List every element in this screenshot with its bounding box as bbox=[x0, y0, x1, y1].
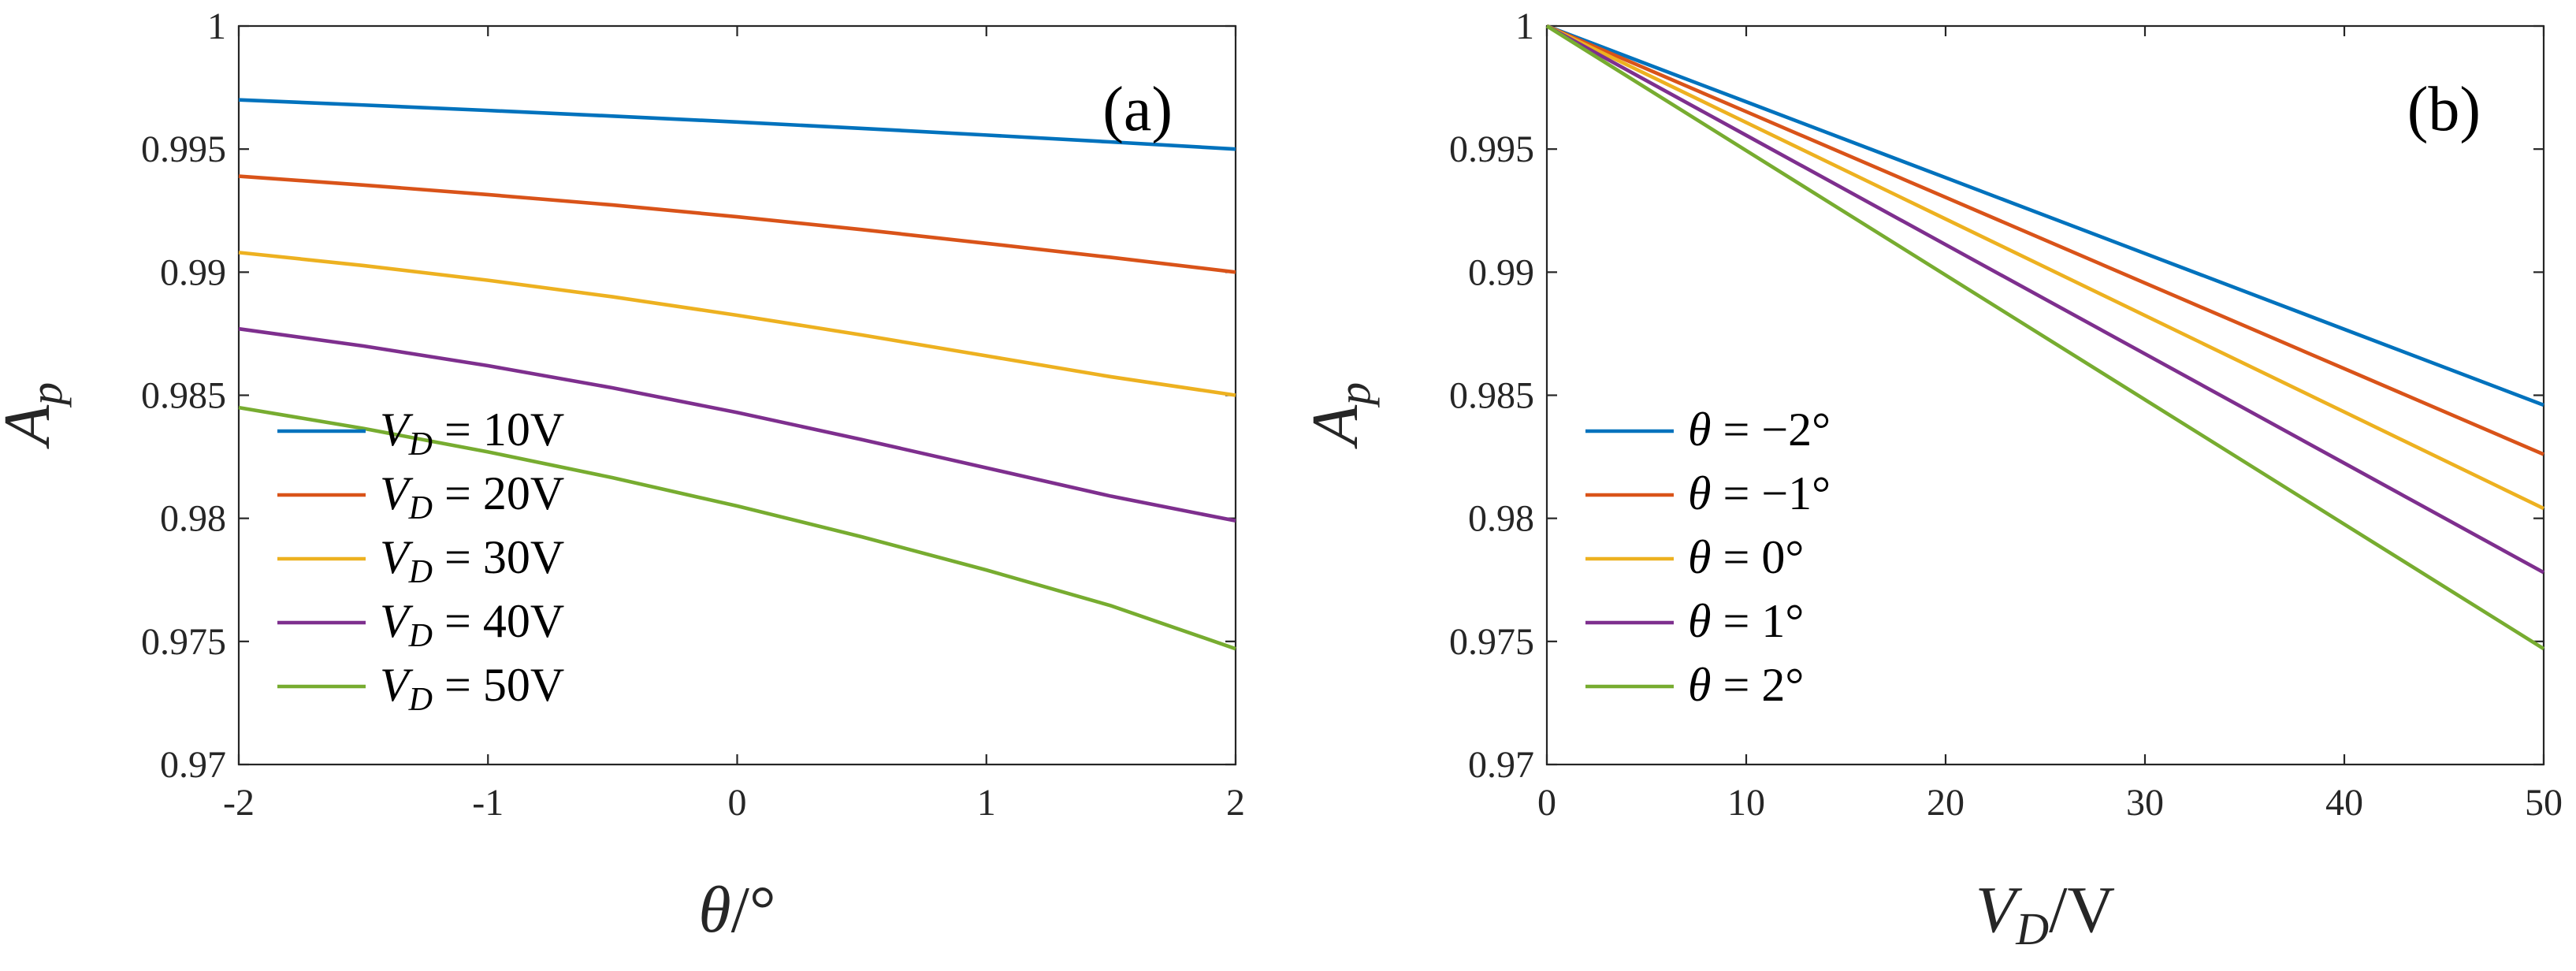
legend-entry-4: VD = 40V bbox=[380, 595, 564, 654]
y-tick-label: 0.98 bbox=[160, 498, 226, 540]
series-line-4 bbox=[1545, 24, 2545, 575]
x-tick-label: 20 bbox=[1927, 782, 1965, 824]
series-line-3 bbox=[238, 251, 1236, 397]
series-line-5 bbox=[1545, 24, 2545, 651]
series-line-1 bbox=[238, 98, 1236, 151]
panel-label: (b) bbox=[2407, 75, 2481, 144]
y-tick-label: 0.97 bbox=[1468, 744, 1534, 786]
series-line-1 bbox=[1546, 24, 2544, 407]
y-tick-label: 1 bbox=[207, 6, 226, 47]
y-tick-label: 0.985 bbox=[1449, 375, 1534, 417]
x-tick-label: -2 bbox=[223, 782, 255, 824]
legend-entry-3: θ = 0° bbox=[1688, 531, 1804, 583]
legend-entry-1: θ = −2° bbox=[1688, 404, 1831, 456]
panel-label: (a) bbox=[1102, 75, 1173, 144]
plot-area-frame bbox=[1545, 24, 2545, 766]
series-line-5 bbox=[238, 405, 1236, 651]
y-tick-label: 1 bbox=[1515, 6, 1534, 47]
legend-entry-2: θ = −1° bbox=[1688, 467, 1831, 519]
y-tick-label: 0.975 bbox=[141, 621, 226, 663]
plot-area-frame bbox=[237, 24, 1237, 766]
legend-entry-5: VD = 50V bbox=[380, 659, 564, 718]
y-tick-label: 0.98 bbox=[1468, 498, 1534, 540]
y-tick-label: 0.995 bbox=[1449, 128, 1534, 170]
legend-entry-3: VD = 30V bbox=[380, 531, 564, 590]
series-line-2 bbox=[238, 174, 1236, 274]
chart-panel-a: 0.97 0.975 0.98 0.985 0.99 0.995 1 -2 -1 0 1 2 VD = … bbox=[0, 6, 1245, 947]
x-tick-label: 10 bbox=[1727, 782, 1765, 824]
series-line-3 bbox=[1545, 24, 2545, 511]
y-tick-label: 0.99 bbox=[160, 251, 226, 293]
series-line-2 bbox=[1546, 24, 2544, 456]
y-tick-label: 0.995 bbox=[141, 128, 226, 170]
x-tick-label: 40 bbox=[2325, 782, 2363, 824]
x-tick-label: 50 bbox=[2525, 782, 2563, 824]
x-tick-label: 0 bbox=[728, 782, 747, 824]
y-axis-title: Ap bbox=[0, 382, 72, 449]
x-axis-title: VD/V bbox=[1976, 873, 2115, 954]
x-axis-title: θ/° bbox=[698, 873, 775, 947]
y-tick-label: 0.99 bbox=[1468, 251, 1534, 293]
legend-entry-5: θ = 2° bbox=[1688, 659, 1804, 711]
y-tick-label: 0.975 bbox=[1449, 621, 1534, 663]
legend-entry-1: VD = 10V bbox=[380, 404, 564, 463]
legend-entry-2: VD = 20V bbox=[380, 467, 564, 526]
x-tick-label: 1 bbox=[977, 782, 996, 824]
series-line-4 bbox=[238, 326, 1236, 523]
y-tick-label: 0.97 bbox=[160, 744, 226, 786]
x-tick-label: 0 bbox=[1537, 782, 1556, 824]
legend-entry-4: θ = 1° bbox=[1688, 595, 1804, 647]
x-tick-label: 30 bbox=[2126, 782, 2164, 824]
y-axis-title: Ap bbox=[1299, 382, 1380, 449]
x-tick-label: 2 bbox=[1226, 782, 1245, 824]
x-tick-label: -1 bbox=[472, 782, 504, 824]
y-tick-label: 0.985 bbox=[141, 375, 226, 417]
